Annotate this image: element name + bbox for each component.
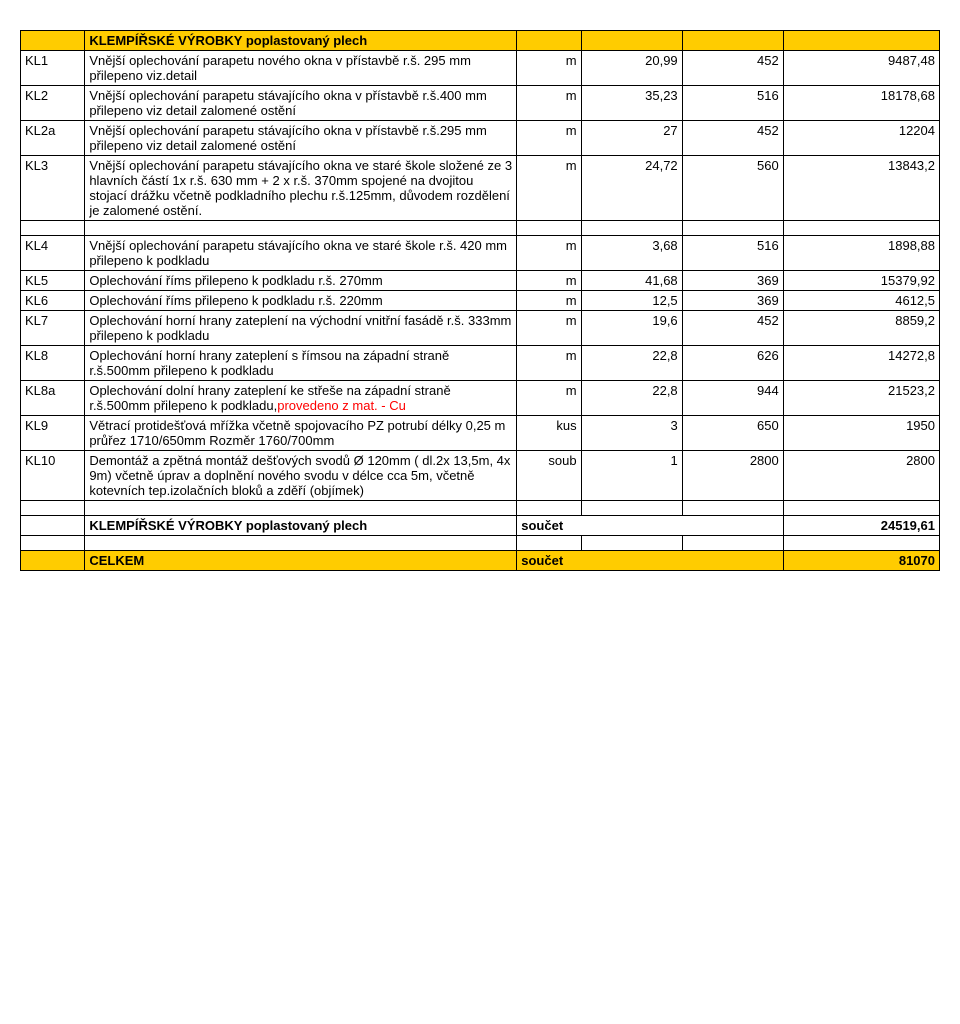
row-qty: 41,68 <box>581 271 682 291</box>
row-desc: Oplechování horní hrany zateplení na výc… <box>85 311 517 346</box>
row-total: 9487,48 <box>783 51 939 86</box>
row-qty: 1 <box>581 451 682 501</box>
row-total: 14272,8 <box>783 346 939 381</box>
row-total: 15379,92 <box>783 271 939 291</box>
row-price: 452 <box>682 311 783 346</box>
row-desc: Vnější oplechování parapetu stávajícího … <box>85 156 517 221</box>
row-price: 650 <box>682 416 783 451</box>
row-unit: m <box>517 86 581 121</box>
table-row: KL7Oplechování horní hrany zateplení na … <box>21 311 940 346</box>
table-row: KL6Oplechování říms přilepeno k podkladu… <box>21 291 940 311</box>
row-price: 626 <box>682 346 783 381</box>
row-code: KL8 <box>21 346 85 381</box>
row-qty: 20,99 <box>581 51 682 86</box>
row-code: KL10 <box>21 451 85 501</box>
row-code: KL5 <box>21 271 85 291</box>
row-price: 944 <box>682 381 783 416</box>
sum-row: KLEMPÍŘSKÉ VÝROBKY poplastovaný plech so… <box>21 516 940 536</box>
table-row: KL2Vnější oplechování parapetu stávající… <box>21 86 940 121</box>
row-desc: Vnější oplechování parapetu stávajícího … <box>85 121 517 156</box>
section-header-row: KLEMPÍŘSKÉ VÝROBKY poplastovaný plech <box>21 31 940 51</box>
row-unit: soub <box>517 451 581 501</box>
row-code: KL3 <box>21 156 85 221</box>
row-code: KL6 <box>21 291 85 311</box>
celkem-row: CELKEM součet 81070 <box>21 551 940 571</box>
row-price: 516 <box>682 236 783 271</box>
table-row: KL8aOplechování dolní hrany zateplení ke… <box>21 381 940 416</box>
row-qty: 3 <box>581 416 682 451</box>
celkem-unit: součet <box>517 551 783 571</box>
row-code: KL8a <box>21 381 85 416</box>
row-desc: Oplechování říms přilepeno k podkladu r.… <box>85 271 517 291</box>
row-total: 12204 <box>783 121 939 156</box>
row-desc: Oplechování dolní hrany zateplení ke stř… <box>85 381 517 416</box>
row-price: 452 <box>682 121 783 156</box>
row-total: 13843,2 <box>783 156 939 221</box>
table-row: KL2aVnější oplechování parapetu stávajíc… <box>21 121 940 156</box>
row-unit: kus <box>517 416 581 451</box>
row-qty: 3,68 <box>581 236 682 271</box>
table-row: KL10Demontáž a zpětná montáž dešťových s… <box>21 451 940 501</box>
row-unit: m <box>517 291 581 311</box>
celkem-label: CELKEM <box>85 551 517 571</box>
row-unit: m <box>517 311 581 346</box>
row-desc-red: provedeno z mat. - Cu <box>277 398 406 413</box>
table-row: KL1Vnější oplechování parapetu nového ok… <box>21 51 940 86</box>
row-qty: 27 <box>581 121 682 156</box>
row-total: 8859,2 <box>783 311 939 346</box>
row-total: 1950 <box>783 416 939 451</box>
row-unit: m <box>517 346 581 381</box>
row-code: KL2 <box>21 86 85 121</box>
row-code: KL1 <box>21 51 85 86</box>
table-row: KL3Vnější oplechování parapetu stávající… <box>21 156 940 221</box>
row-desc: Vnější oplechování parapetu stávajícího … <box>85 86 517 121</box>
sum-total: 24519,61 <box>783 516 939 536</box>
blank-row <box>21 536 940 551</box>
table-row: KL4Vnější oplechování parapetu stávající… <box>21 236 940 271</box>
row-code: KL4 <box>21 236 85 271</box>
row-code: KL2a <box>21 121 85 156</box>
spacer-row <box>21 501 940 516</box>
row-price: 2800 <box>682 451 783 501</box>
row-code: KL7 <box>21 311 85 346</box>
sum-label: KLEMPÍŘSKÉ VÝROBKY poplastovaný plech <box>85 516 517 536</box>
row-qty: 12,5 <box>581 291 682 311</box>
row-price: 452 <box>682 51 783 86</box>
row-total: 4612,5 <box>783 291 939 311</box>
row-desc: Oplechování říms přilepeno k podkladu r.… <box>85 291 517 311</box>
row-price: 516 <box>682 86 783 121</box>
price-table: KLEMPÍŘSKÉ VÝROBKY poplastovaný plech KL… <box>20 30 940 571</box>
row-desc: Vnější oplechování parapetu nového okna … <box>85 51 517 86</box>
row-qty: 22,8 <box>581 346 682 381</box>
row-total: 2800 <box>783 451 939 501</box>
section-title: KLEMPÍŘSKÉ VÝROBKY poplastovaný plech <box>85 31 517 51</box>
row-unit: m <box>517 121 581 156</box>
row-desc: Demontáž a zpětná montáž dešťových svodů… <box>85 451 517 501</box>
row-desc: Oplechování horní hrany zateplení s říms… <box>85 346 517 381</box>
row-qty: 22,8 <box>581 381 682 416</box>
row-unit: m <box>517 271 581 291</box>
table-row: KL9Větrací protidešťová mřížka včetně sp… <box>21 416 940 451</box>
row-desc: Větrací protidešťová mřížka včetně spojo… <box>85 416 517 451</box>
table-row: KL5Oplechování říms přilepeno k podkladu… <box>21 271 940 291</box>
table-row: KL8Oplechování horní hrany zateplení s ř… <box>21 346 940 381</box>
row-unit: m <box>517 156 581 221</box>
spacer-row <box>21 221 940 236</box>
row-unit: m <box>517 381 581 416</box>
row-qty: 24,72 <box>581 156 682 221</box>
row-total: 21523,2 <box>783 381 939 416</box>
row-total: 1898,88 <box>783 236 939 271</box>
row-qty: 35,23 <box>581 86 682 121</box>
row-unit: m <box>517 51 581 86</box>
celkem-total: 81070 <box>783 551 939 571</box>
row-desc: Vnější oplechování parapetu stávajícího … <box>85 236 517 271</box>
row-price: 560 <box>682 156 783 221</box>
row-qty: 19,6 <box>581 311 682 346</box>
row-price: 369 <box>682 291 783 311</box>
row-code: KL9 <box>21 416 85 451</box>
row-total: 18178,68 <box>783 86 939 121</box>
row-unit: m <box>517 236 581 271</box>
row-price: 369 <box>682 271 783 291</box>
sum-unit: součet <box>517 516 783 536</box>
